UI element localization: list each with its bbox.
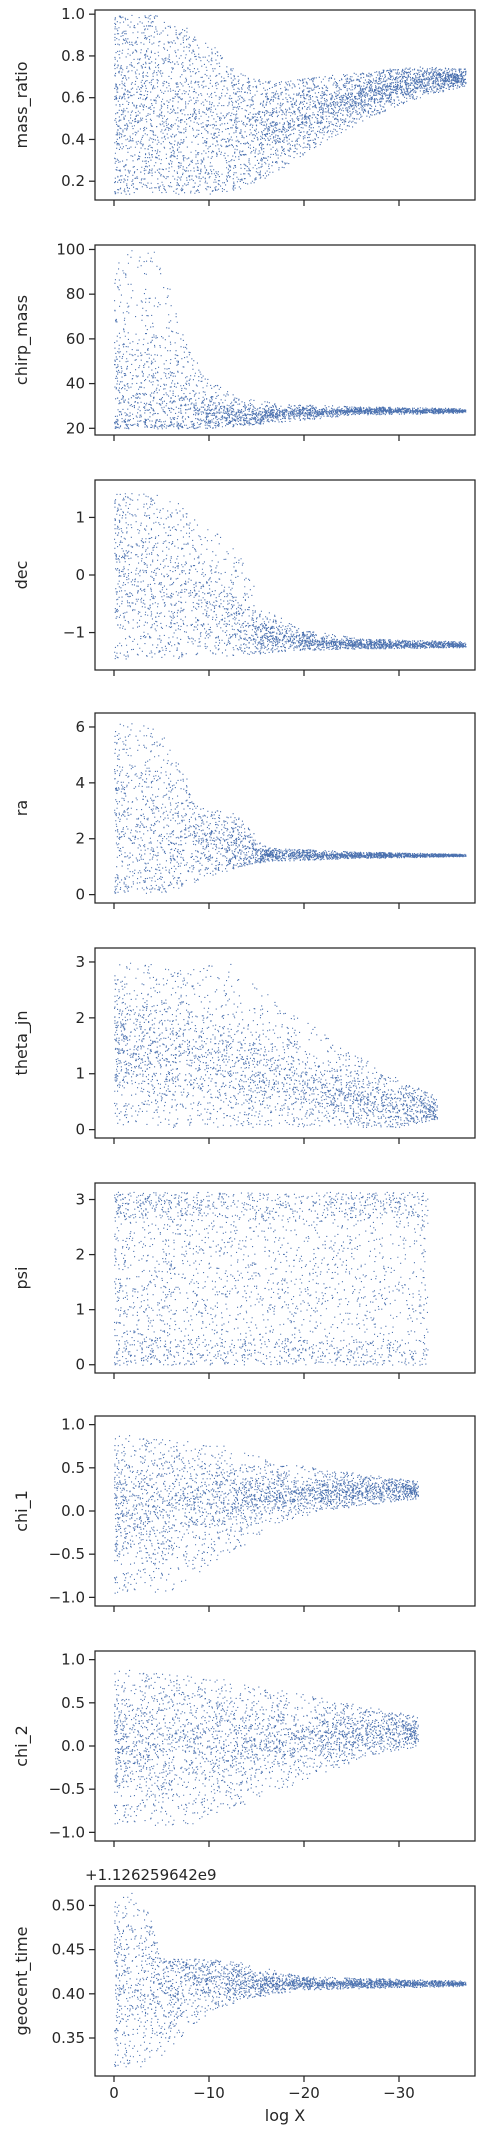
axes-frame xyxy=(94,947,476,1139)
x-axis-label: log X xyxy=(265,2106,305,2125)
y-tick-label: 0 xyxy=(75,566,85,584)
y-axis-label: mass_ratio xyxy=(12,62,32,149)
x-tick-label: −10 xyxy=(193,2084,225,2102)
panel-mass_ratio: 0.2 0.4 0.6 0.8 1.0 mass_ratio xyxy=(12,5,476,206)
y-tick-label: 1.0 xyxy=(61,1416,85,1434)
axes-frame xyxy=(94,1182,476,1374)
y-tick-label: 2 xyxy=(75,830,85,848)
scatter-markers xyxy=(114,1191,429,1366)
y-tick-label: 1.0 xyxy=(61,1651,85,1669)
scatter-markers xyxy=(114,14,467,195)
y-tick-label: 0.35 xyxy=(52,2029,85,2047)
scatter-markers xyxy=(114,1892,467,2068)
y-axis-label: dec xyxy=(12,561,31,590)
y-tick-label: 0.8 xyxy=(61,47,85,65)
y-tick-label: 0.45 xyxy=(52,1941,85,1959)
axes-frame xyxy=(94,244,476,436)
scatter-markers xyxy=(114,493,467,660)
y-tick-label: −1 xyxy=(63,624,85,642)
y-tick-label: 0.4 xyxy=(61,130,85,148)
scatter-points-mass_ratio xyxy=(114,14,467,195)
y-tick-label: 0.6 xyxy=(61,89,85,107)
y-tick-label: 3 xyxy=(75,953,85,971)
y-tick-label: 2 xyxy=(75,1246,85,1264)
y-tick-label: 0.50 xyxy=(52,1896,85,1914)
panel-geocent_time: 0.35 0.40 0.45 0.50 0 −10 −20 −30 geocent_time +1… xyxy=(12,1866,476,2125)
y-axis-label: geocent_time xyxy=(12,1927,32,2036)
scatter-points-theta_jn xyxy=(114,962,438,1128)
y-tick-label: 6 xyxy=(75,718,85,736)
panel-dec: −1 0 1 dec xyxy=(12,479,476,676)
y-axis-label: ra xyxy=(12,800,31,816)
y-tick-label: 20 xyxy=(66,419,85,437)
x-tick-label: −20 xyxy=(288,2084,320,2102)
panel-psi: 0 1 2 3 psi xyxy=(12,1182,476,1379)
y-tick-label: 80 xyxy=(66,285,85,303)
y-tick-label: 100 xyxy=(56,240,85,258)
y-tick-label: 0.5 xyxy=(61,1694,85,1712)
scatter-points-ra xyxy=(114,723,467,894)
scatter-markers xyxy=(114,1669,419,1826)
x-tick-label: −30 xyxy=(383,2084,415,2102)
scatter-points-chi_2 xyxy=(114,1669,419,1826)
y-tick-label: −1.0 xyxy=(49,1588,85,1606)
scatter-points-psi xyxy=(114,1191,429,1366)
y-tick-label: 1 xyxy=(75,1301,85,1319)
panel-theta_jn: 0 1 2 3 theta_jn xyxy=(12,947,476,1144)
y-tick-label: 0.2 xyxy=(61,172,85,190)
axes-frame xyxy=(94,1415,476,1607)
y-tick-label: 0 xyxy=(75,1121,85,1139)
y-axis-label: chirp_mass xyxy=(12,295,32,385)
y-tick-label: −0.5 xyxy=(49,1780,85,1798)
y-tick-label: 1.0 xyxy=(61,5,85,23)
y-tick-label: 0.40 xyxy=(52,1985,85,2003)
y-tick-label: 40 xyxy=(66,375,85,393)
scatter-markers xyxy=(114,962,438,1128)
y-tick-label: 1 xyxy=(75,1065,85,1083)
y-tick-label: −1.0 xyxy=(49,1823,85,1841)
scatter-markers xyxy=(114,250,467,430)
y-tick-label: 0 xyxy=(75,886,85,904)
axes-frame xyxy=(94,1650,476,1842)
y-axis-label: chi_2 xyxy=(12,1725,32,1767)
scatter-markers xyxy=(114,1435,419,1594)
y-tick-label: 4 xyxy=(75,774,85,792)
y-tick-label: 0.0 xyxy=(61,1737,85,1755)
scatter-points-chirp_mass xyxy=(114,250,467,430)
panel-ra: 0 2 4 6 ra xyxy=(12,712,476,909)
scatter-points-geocent_time xyxy=(114,1892,467,2068)
y-tick-label: −0.5 xyxy=(49,1545,85,1563)
panel-chirp_mass: 20 40 60 80 100 chirp_mass xyxy=(12,240,476,441)
y-tick-label: 0.0 xyxy=(61,1502,85,1520)
axes-frame xyxy=(94,9,476,201)
scatter-points-chi_1 xyxy=(114,1435,419,1594)
offset-label: +1.126259642e9 xyxy=(85,1866,217,1884)
y-tick-label: 0 xyxy=(75,1356,85,1374)
y-tick-label: 2 xyxy=(75,1009,85,1027)
y-tick-label: 3 xyxy=(75,1191,85,1209)
y-axis-label: chi_1 xyxy=(12,1490,32,1532)
panels-group: 0.20.40.60.81.0mass_ratio20406080100chir… xyxy=(12,5,476,2125)
y-tick-label: 60 xyxy=(66,330,85,348)
y-axis-label: theta_jn xyxy=(12,1011,32,1076)
axes-frame xyxy=(94,712,476,904)
panel-chi_2: −1.0 −0.5 0.0 0.5 1.0 chi_2 xyxy=(12,1650,476,1847)
scatter-points-dec xyxy=(114,493,467,660)
panel-chi_1: −1.0 −0.5 0.0 0.5 1.0 chi_1 xyxy=(12,1415,476,1612)
x-tick-label: 0 xyxy=(109,2084,119,2102)
y-tick-label: 1 xyxy=(75,508,85,526)
y-axis-label: psi xyxy=(12,1267,31,1290)
scatter-markers xyxy=(114,723,467,894)
axes-frame xyxy=(94,1885,476,2077)
y-tick-label: 0.5 xyxy=(61,1459,85,1477)
